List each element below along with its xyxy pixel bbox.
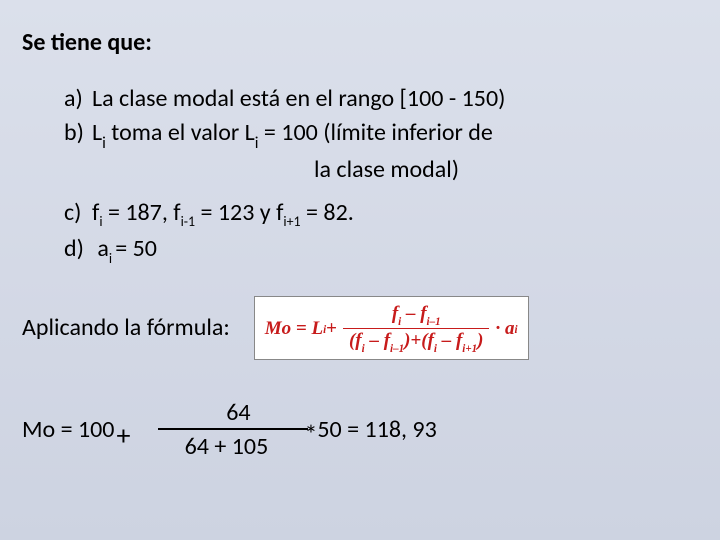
- item-b-cont-text: la clase modal): [314, 155, 459, 184]
- marker-a: a): [64, 83, 92, 115]
- item-c-t2: = 187, f: [103, 198, 181, 227]
- marker-c: c): [64, 197, 92, 229]
- item-list: a)La clase modal está en el rango [100 -…: [22, 83, 698, 268]
- calc-plus: +: [116, 418, 130, 453]
- f-frac: fi – fi–1 (fi – fi–1)+(fi – fi+1): [343, 303, 490, 355]
- heading: Se tiene que:: [22, 28, 698, 57]
- calc-row: Mo = 100 + 64 64 + 105 * 50 = 118, 93: [22, 398, 698, 462]
- calc-tail: 50 = 118, 93: [317, 415, 436, 444]
- calc-frac: 64 64 + 105: [134, 398, 308, 462]
- item-b-p1: L: [92, 118, 102, 147]
- f-den-r3: ): [477, 330, 483, 351]
- apply-label: Aplicando la fórmula:: [22, 313, 230, 342]
- f-num-as: i: [398, 316, 401, 328]
- f-den-l2: – f: [365, 330, 390, 351]
- apply-row: Aplicando la fórmula: Mo = Li + fi – fi–…: [22, 296, 698, 360]
- item-c-s1: i: [99, 213, 102, 230]
- item-b-p2sub: i: [255, 133, 259, 153]
- formula-image: Mo = Li + fi – fi–1 (fi – fi–1)+(fi – fi…: [254, 296, 529, 360]
- f-num: fi – fi–1: [386, 303, 447, 328]
- marker-d: d): [64, 233, 92, 265]
- f-den-l2s: i–1: [390, 343, 404, 355]
- f-num-m: – f: [401, 303, 426, 324]
- calc-lead: Mo = 100: [22, 415, 114, 444]
- calc-num: 64: [154, 398, 288, 428]
- f-den-r1s: i: [434, 343, 437, 355]
- f-den-l1s: i: [362, 343, 365, 355]
- item-d-t2: = 50: [115, 234, 157, 263]
- f-tail-s: i: [514, 324, 517, 336]
- item-b-p2: toma el valor L: [106, 118, 255, 147]
- item-d: d) ai = 50: [64, 233, 698, 268]
- f-lhs-sub: i: [323, 324, 326, 336]
- f-den-plus: +: [410, 330, 421, 351]
- f-plus: +: [326, 318, 337, 340]
- marker-b: b): [64, 117, 92, 149]
- f-den-l1: (f: [349, 330, 362, 351]
- item-c-s2: i-1: [181, 213, 196, 230]
- item-d-t1: a: [92, 234, 109, 263]
- item-b-p3: = 100 (límite inferior de: [258, 118, 492, 147]
- item-a-text: La clase modal está en el rango [100 - 1…: [92, 84, 505, 113]
- f-den-r1: (f: [421, 330, 434, 351]
- item-b-p1sub: i: [102, 133, 106, 153]
- f-lhs: Mo = L: [265, 318, 323, 340]
- item-b-cont: la clase modal): [64, 154, 698, 186]
- f-num-bs: i–1: [427, 316, 441, 328]
- item-c-t4: = 82.: [301, 198, 354, 227]
- calc-den: 64 + 105: [185, 430, 269, 462]
- f-den: (fi – fi–1)+(fi – fi+1): [343, 328, 490, 354]
- f-den-r2: – f: [437, 330, 462, 351]
- item-c-t3: = 123 y f: [195, 198, 283, 227]
- f-den-r2s: i+1: [462, 343, 477, 355]
- item-c-s3: i+1: [283, 213, 300, 230]
- item-c: c)fi = 187, fi-1 = 123 y fi+1 = 82.: [64, 197, 698, 232]
- calc-star: *: [304, 418, 317, 450]
- formula-red: Mo = Li + fi – fi–1 (fi – fi–1)+(fi – fi…: [265, 303, 518, 355]
- f-tail: · a: [495, 318, 514, 340]
- item-a: a)La clase modal está en el rango [100 -…: [64, 83, 698, 115]
- item-b: b)Li toma el valor Li = 100 (límite infe…: [64, 117, 698, 152]
- item-d-s1: i: [109, 250, 115, 267]
